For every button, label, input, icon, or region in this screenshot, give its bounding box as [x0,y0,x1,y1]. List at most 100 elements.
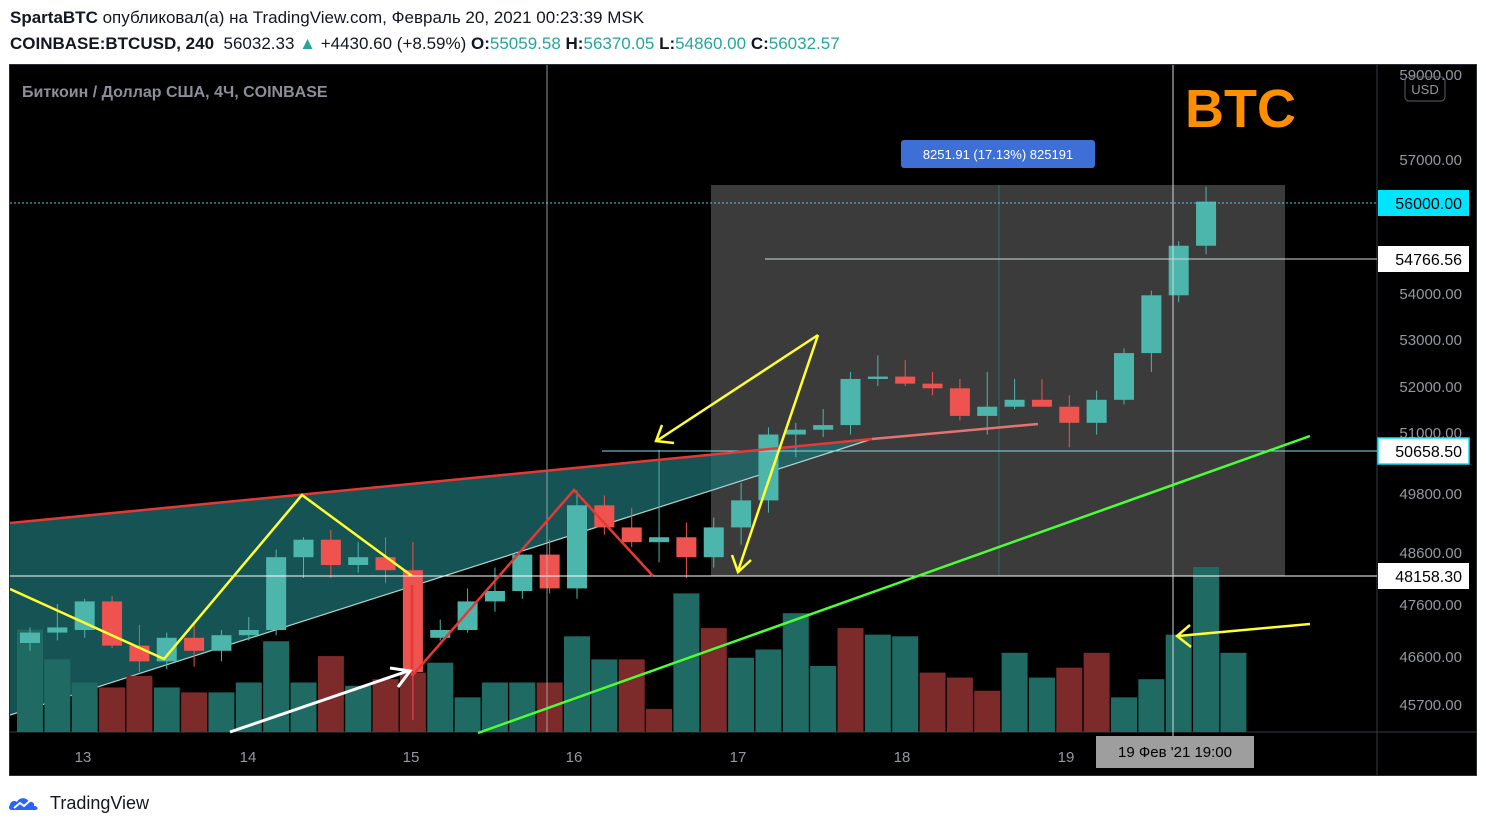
high-value: 56370.05 [583,34,655,53]
candle-body[interactable] [211,635,232,651]
volume-bar [1083,652,1110,732]
resistance-trendline[interactable] [10,437,873,525]
candle-body[interactable] [512,554,533,591]
resistance-trendline-extension[interactable] [871,422,1039,441]
tradingview-logo-icon[interactable] [8,792,42,814]
yellow-arrow-volume-line[interactable] [1177,622,1311,638]
candle-body[interactable] [102,601,123,646]
candle-body[interactable] [375,557,396,571]
volume-bar [126,675,153,732]
price-change: +4430.60 (+8.59%) [320,34,467,53]
yellow-zigzag[interactable] [10,493,413,661]
candle-body[interactable] [184,637,205,651]
candle-body[interactable] [74,601,95,630]
price-label-box [1378,190,1469,216]
volume-bar [618,659,645,732]
candle-body[interactable] [156,637,177,662]
white-arrow-line[interactable] [229,669,409,734]
volume-bar [1193,567,1220,732]
candle-body[interactable] [977,406,998,416]
y-tick-label: 54000.00 [1399,286,1462,303]
candle-body[interactable] [457,601,478,630]
price-label: 48158.30 [1395,569,1462,586]
volume-bar [44,659,71,732]
volume-bar [782,613,809,732]
candlestick-chart[interactable]: Биткоин / Доллар США, 4Ч, COINBASE BTC 825… [10,65,1476,775]
candle-body[interactable] [649,537,670,543]
candle-body[interactable] [567,505,587,589]
x-tick-label: 17 [730,749,747,766]
candle-body[interactable] [1004,399,1025,407]
candle-body[interactable] [758,434,779,501]
wedge-lower-line [10,438,873,716]
candle-body[interactable] [1114,353,1134,400]
candle-body[interactable] [1031,399,1052,407]
candle-body[interactable] [348,557,369,565]
candle-body[interactable] [1168,245,1189,296]
volume-bar [810,666,837,732]
volume-bar [646,708,673,732]
volume-bar [208,692,235,732]
measure-label: 8251.91 (17.13%) 825191 [923,147,1073,162]
yellow-arrow-down-line[interactable] [736,334,820,572]
volume-bar [1220,652,1247,732]
candle-body[interactable] [813,425,834,430]
y-tick-label: 45700.00 [1399,697,1462,714]
y-tick-label: 46600.00 [1399,649,1462,666]
author-name[interactable]: SpartaBTC [10,8,98,27]
candle-body[interactable] [867,376,888,379]
candle-body[interactable] [621,527,642,543]
candle-body[interactable] [731,500,752,528]
symbol-label[interactable]: COINBASE:BTCUSD, 240 [10,34,215,53]
candle-body[interactable] [840,378,861,426]
measure-range-box[interactable] [711,185,1285,576]
candle-body[interactable] [238,630,259,636]
measure-label-box [901,140,1095,168]
candle-body[interactable] [484,591,505,602]
price-label: 56000.00 [1395,196,1462,213]
volume-bar [1111,697,1137,732]
close-value: 56032.57 [768,34,840,53]
btc-watermark-text: BTC [1185,79,1296,139]
candle-body[interactable] [320,539,341,565]
candle-body[interactable] [1141,295,1162,354]
candle-body[interactable] [1196,201,1217,246]
y-tick-label: 49800.00 [1399,486,1462,503]
instrument-label: Биткоин / Доллар США, 4Ч, COINBASE [22,84,328,101]
volume-bar [892,636,919,732]
candle-body[interactable] [922,383,943,389]
candle-body[interactable] [293,539,314,558]
support-trendline[interactable] [477,434,1311,735]
open-label: O: [471,34,490,53]
open-value: 55059.58 [489,34,561,53]
volume-bar [153,687,180,732]
candle-body[interactable] [676,537,697,558]
candle-body[interactable] [895,376,916,384]
candle-body[interactable] [539,554,560,589]
candle-body[interactable] [266,557,287,630]
currency-badge[interactable] [1404,76,1446,102]
candle-body[interactable] [949,388,970,416]
candle-body[interactable] [1086,399,1107,423]
red-zigzag[interactable] [411,488,654,677]
y-tick-label: 52000.00 [1399,379,1462,396]
candle-body[interactable] [785,429,806,435]
volume-bar [946,677,973,732]
yellow-arrow-left-line[interactable] [657,333,819,442]
candle-body[interactable] [594,505,615,528]
x-tick-label: 16 [566,749,583,766]
chart-area[interactable]: Биткоин / Доллар США, 4Ч, COINBASE BTC 825… [9,64,1477,776]
volume-bar [372,679,399,732]
footer-brand[interactable]: TradingView [50,792,150,813]
high-label: H: [565,34,584,53]
volume-bar [591,659,618,732]
x-tick-label: 15 [403,749,420,766]
candle-body[interactable] [703,527,724,558]
x-tick-label: 14 [240,749,257,766]
candle-body[interactable] [47,627,68,633]
volume-bar [454,697,481,732]
candle-body[interactable] [1059,406,1080,423]
candle-body[interactable] [20,632,40,643]
white-arrowhead-icon [389,666,413,688]
candle-body[interactable] [430,630,451,638]
